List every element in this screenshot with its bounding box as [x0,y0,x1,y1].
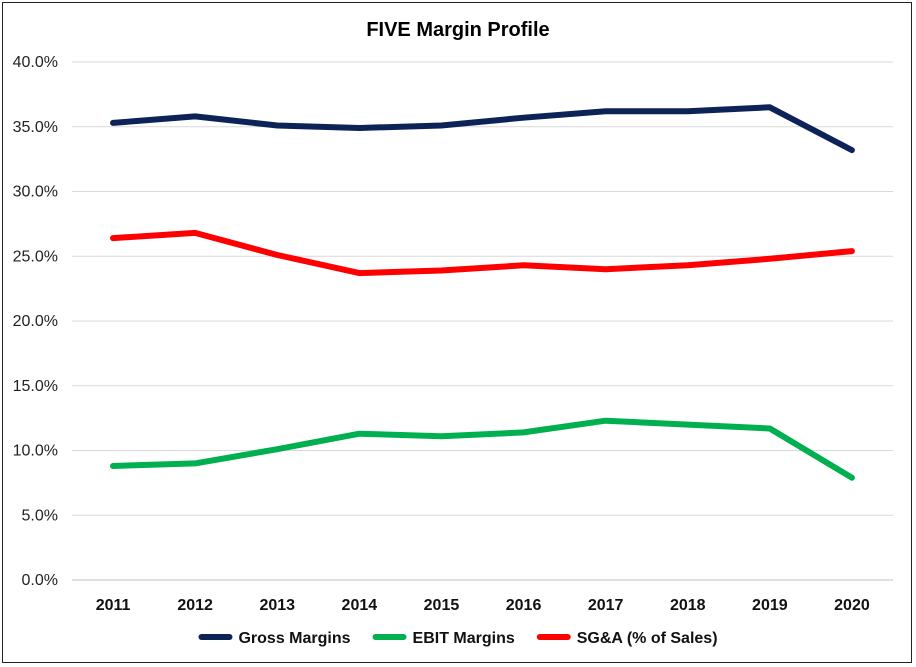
x-tick-label: 2013 [259,597,295,614]
data-point-sg-a-of-sales [359,273,360,274]
data-point-ebit-margins [113,466,114,467]
x-tick-label: 2017 [588,597,624,614]
data-point-sg-a-of-sales [523,265,524,266]
x-tick-label: 2016 [506,597,542,614]
legend-label-sg-a-of-sales: SG&A (% of Sales) [577,630,718,647]
data-point-gross-margins [851,150,852,151]
data-point-gross-margins [277,125,278,126]
data-point-ebit-margins [359,433,360,434]
x-tick-label: 2018 [670,597,706,614]
data-point-sg-a-of-sales [195,232,196,233]
gridlines [72,61,893,581]
y-tick-label: 25.0% [13,248,58,265]
data-point-sg-a-of-sales [113,238,114,239]
y-tick-label: 0.0% [22,572,58,589]
data-point-sg-a-of-sales [851,251,852,252]
x-tick-label: 2012 [177,597,213,614]
x-tick-label: 2020 [834,597,870,614]
y-tick-label: 10.0% [13,443,58,460]
series-line-ebit-margins [110,417,855,481]
data-point-ebit-margins [277,449,278,450]
series-line-gross-margins [110,104,855,154]
data-point-gross-margins [113,122,114,123]
data-point-ebit-margins [851,477,852,478]
x-tick-label: 2011 [96,597,131,614]
data-point-ebit-margins [523,432,524,433]
legend: Gross Margins EBIT Margins SG&A (% of Sale… [198,630,718,647]
data-point-sg-a-of-sales [769,258,770,259]
x-axis-ticks: 2011 2012 2013 2014 2015 2016 2017 2018 2019 2020 [96,597,870,614]
y-axis-ticks: 0.0% 5.0% 10.0% 15.0% 20.0% 25.0% 30.0% 35.0% 40… [13,54,58,589]
data-point-gross-margins [769,107,770,108]
data-point-ebit-margins [687,424,688,425]
data-point-sg-a-of-sales [277,254,278,255]
legend-label-ebit-margins: EBIT Margins [413,630,515,647]
data-point-gross-margins [687,111,688,112]
y-tick-label: 15.0% [13,378,58,395]
data-point-sg-a-of-sales [605,269,606,270]
data-point-gross-margins [195,116,196,117]
x-tick-label: 2014 [342,597,378,614]
data-point-ebit-margins [441,436,442,437]
series-line-sg-a-of-sales [110,229,855,277]
x-tick-label: 2015 [424,597,460,614]
y-tick-label: 40.0% [13,54,58,71]
data-point-gross-margins [605,111,606,112]
data-point-gross-margins [441,125,442,126]
data-point-sg-a-of-sales [441,270,442,271]
data-point-ebit-margins [195,463,196,464]
x-tick-label: 2019 [752,597,788,614]
y-tick-label: 35.0% [13,119,58,136]
legend-label-gross-margins: Gross Margins [238,630,350,647]
data-point-gross-margins [523,117,524,118]
y-tick-label: 5.0% [22,507,58,524]
data-point-sg-a-of-sales [687,265,688,266]
y-tick-label: 20.0% [13,313,58,330]
chart-title: FIVE Margin Profile [366,19,549,41]
y-tick-label: 30.0% [13,184,58,201]
data-point-ebit-margins [769,428,770,429]
data-point-ebit-margins [605,420,606,421]
data-point-gross-margins [359,128,360,129]
series-lines [110,104,855,481]
